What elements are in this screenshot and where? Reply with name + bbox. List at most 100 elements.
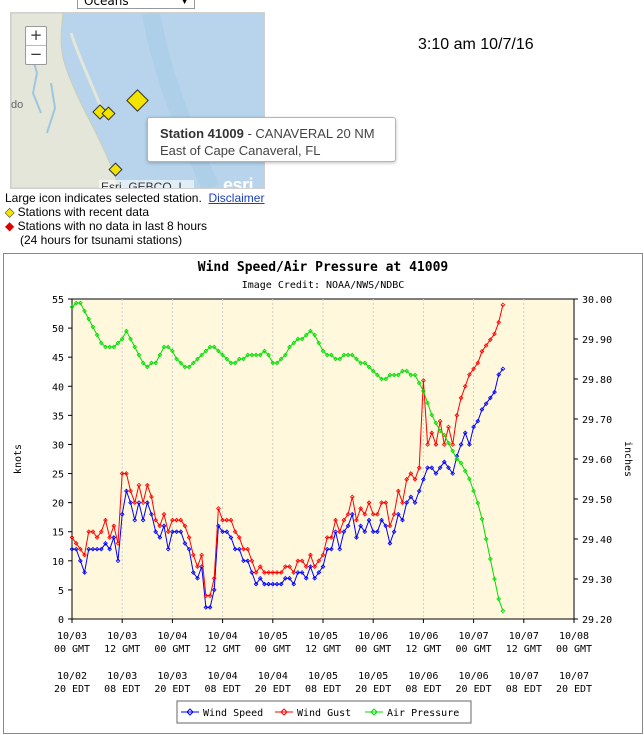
data-point	[341, 529, 347, 535]
data-point	[140, 500, 146, 506]
data-point	[236, 535, 242, 540]
data-point	[395, 511, 401, 517]
data-point	[446, 424, 451, 430]
data-point	[492, 331, 497, 337]
data-point	[295, 558, 301, 564]
data-point	[387, 540, 393, 546]
x-tick-label-gmt: 12 GMT	[104, 644, 140, 655]
data-point	[186, 535, 192, 540]
station-map[interactable]: do + − Esri, GEBCO, I... esri	[10, 12, 265, 189]
y-tick-label: 15	[52, 528, 64, 539]
data-point	[195, 575, 200, 581]
data-point	[182, 364, 188, 370]
data-point	[199, 352, 205, 358]
data-point	[124, 488, 129, 494]
data-point	[190, 360, 196, 366]
data-point	[312, 575, 317, 581]
data-point	[291, 581, 297, 587]
data-point	[73, 540, 79, 546]
data-point	[128, 488, 133, 494]
data-point	[203, 348, 209, 354]
data-point	[320, 564, 326, 570]
data-point	[136, 482, 142, 488]
data-point	[220, 517, 225, 523]
chart-subtitle: Image Credit: NOAA/NWS/NDBC	[242, 280, 405, 291]
y2-tick-label: 29.60	[582, 455, 612, 466]
y2-tick-label: 29.80	[582, 375, 612, 386]
legend-swatch-marker	[186, 708, 194, 716]
data-point	[128, 500, 133, 506]
data-point	[471, 366, 476, 372]
y2-tick-label: 29.90	[582, 335, 612, 346]
data-point	[421, 388, 426, 394]
data-point	[144, 364, 150, 370]
data-point	[375, 529, 380, 535]
data-point	[408, 471, 414, 476]
legend-recent-label: Stations with recent data	[17, 205, 149, 219]
zoom-out-button[interactable]: −	[26, 45, 46, 64]
data-point	[496, 596, 502, 602]
basemap-select[interactable]: Oceans ▼	[77, 0, 195, 9]
y2-tick-label: 29.20	[582, 615, 612, 626]
data-point	[287, 564, 292, 570]
data-point	[86, 316, 92, 322]
data-point	[128, 336, 133, 342]
data-point	[266, 352, 271, 358]
data-point	[132, 344, 138, 350]
data-point	[458, 395, 464, 401]
data-point	[333, 517, 338, 523]
data-point	[270, 581, 276, 587]
data-point	[107, 344, 113, 350]
data-point	[282, 564, 288, 570]
data-point	[425, 400, 430, 406]
data-point	[282, 575, 288, 581]
disclaimer-link[interactable]: Disclaimer	[208, 191, 265, 205]
data-point	[170, 517, 175, 523]
data-point	[157, 352, 163, 358]
data-point	[236, 356, 242, 362]
zoom-control: + −	[25, 26, 47, 65]
data-point	[308, 552, 313, 558]
legend-label: Air Pressure	[387, 708, 459, 719]
x-tick-label-edt: 08 EDT	[104, 684, 140, 695]
wind-pressure-chart: Wind Speed/Air Pressure at 41009 Image C…	[3, 253, 643, 734]
data-point	[492, 389, 497, 395]
data-point	[82, 552, 87, 558]
data-point	[82, 308, 87, 314]
data-point	[245, 352, 251, 358]
data-point	[216, 506, 221, 511]
data-point	[450, 442, 456, 447]
data-point	[358, 506, 364, 511]
data-point	[487, 337, 493, 343]
data-point	[379, 376, 384, 382]
series-group	[69, 300, 506, 614]
data-point	[174, 356, 179, 362]
y2-tick-label: 29.50	[582, 495, 612, 506]
data-point	[379, 517, 384, 523]
x-tick-label-edt: 10/06	[459, 671, 489, 682]
data-point	[98, 529, 104, 535]
data-point	[362, 511, 368, 517]
data-point	[320, 552, 326, 558]
x-tick-label-edt: 08 EDT	[506, 684, 542, 695]
x-tick-label-edt: 10/05	[308, 671, 338, 682]
x-tick-label-edt: 20 EDT	[255, 684, 291, 695]
station-marker-small	[108, 162, 123, 177]
legend-label: Wind Speed	[203, 708, 263, 719]
data-point	[216, 348, 221, 354]
data-point	[303, 564, 309, 570]
data-point	[295, 336, 301, 342]
x-tick-label-gmt: 10/08	[559, 631, 589, 642]
data-point	[454, 456, 460, 462]
zoom-in-button[interactable]: +	[29, 26, 43, 44]
data-point	[450, 448, 456, 454]
y-tick-label: 50	[52, 324, 64, 335]
data-point	[429, 412, 435, 418]
data-point	[366, 364, 372, 370]
y-tick-label: 25	[52, 470, 64, 481]
data-point	[433, 420, 439, 426]
data-point	[266, 581, 271, 587]
data-point	[190, 552, 196, 558]
x-tick-label-gmt: 10/05	[258, 631, 288, 642]
x-tick-label-gmt: 10/07	[459, 631, 489, 642]
